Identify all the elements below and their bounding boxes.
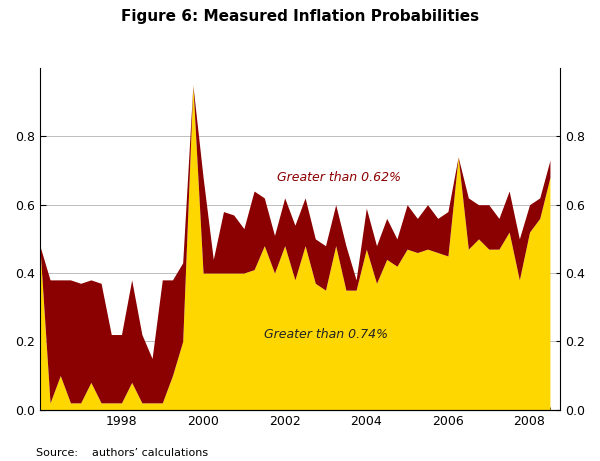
Text: Figure 6: Measured Inflation Probabilities: Figure 6: Measured Inflation Probabiliti… xyxy=(121,9,479,24)
Text: Greater than 0.62%: Greater than 0.62% xyxy=(277,171,401,184)
Text: Greater than 0.74%: Greater than 0.74% xyxy=(264,328,388,341)
Text: Source:    authors’ calculations: Source: authors’ calculations xyxy=(36,449,208,458)
